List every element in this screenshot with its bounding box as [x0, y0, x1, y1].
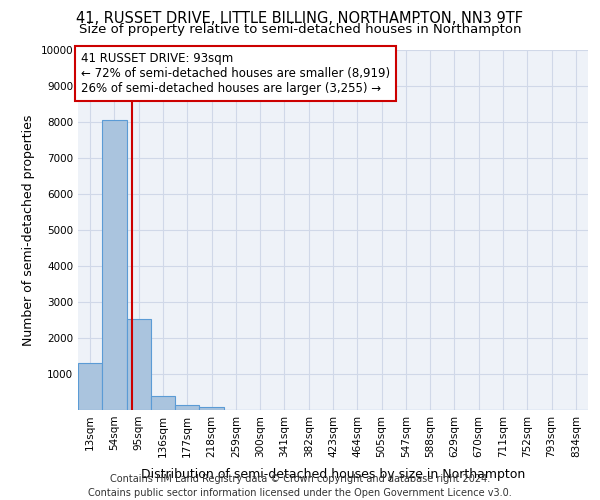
- Bar: [151, 396, 175, 410]
- Bar: [199, 407, 224, 410]
- Text: 41 RUSSET DRIVE: 93sqm
← 72% of semi-detached houses are smaller (8,919)
26% of : 41 RUSSET DRIVE: 93sqm ← 72% of semi-det…: [80, 52, 389, 95]
- Text: Size of property relative to semi-detached houses in Northampton: Size of property relative to semi-detach…: [79, 22, 521, 36]
- Bar: [102, 120, 127, 410]
- Y-axis label: Number of semi-detached properties: Number of semi-detached properties: [22, 114, 35, 346]
- Bar: [127, 320, 151, 410]
- Bar: [78, 363, 102, 410]
- Bar: [175, 404, 199, 410]
- Text: 41, RUSSET DRIVE, LITTLE BILLING, NORTHAMPTON, NN3 9TF: 41, RUSSET DRIVE, LITTLE BILLING, NORTHA…: [77, 11, 523, 26]
- Text: Contains HM Land Registry data © Crown copyright and database right 2024.
Contai: Contains HM Land Registry data © Crown c…: [88, 474, 512, 498]
- X-axis label: Distribution of semi-detached houses by size in Northampton: Distribution of semi-detached houses by …: [141, 468, 525, 481]
